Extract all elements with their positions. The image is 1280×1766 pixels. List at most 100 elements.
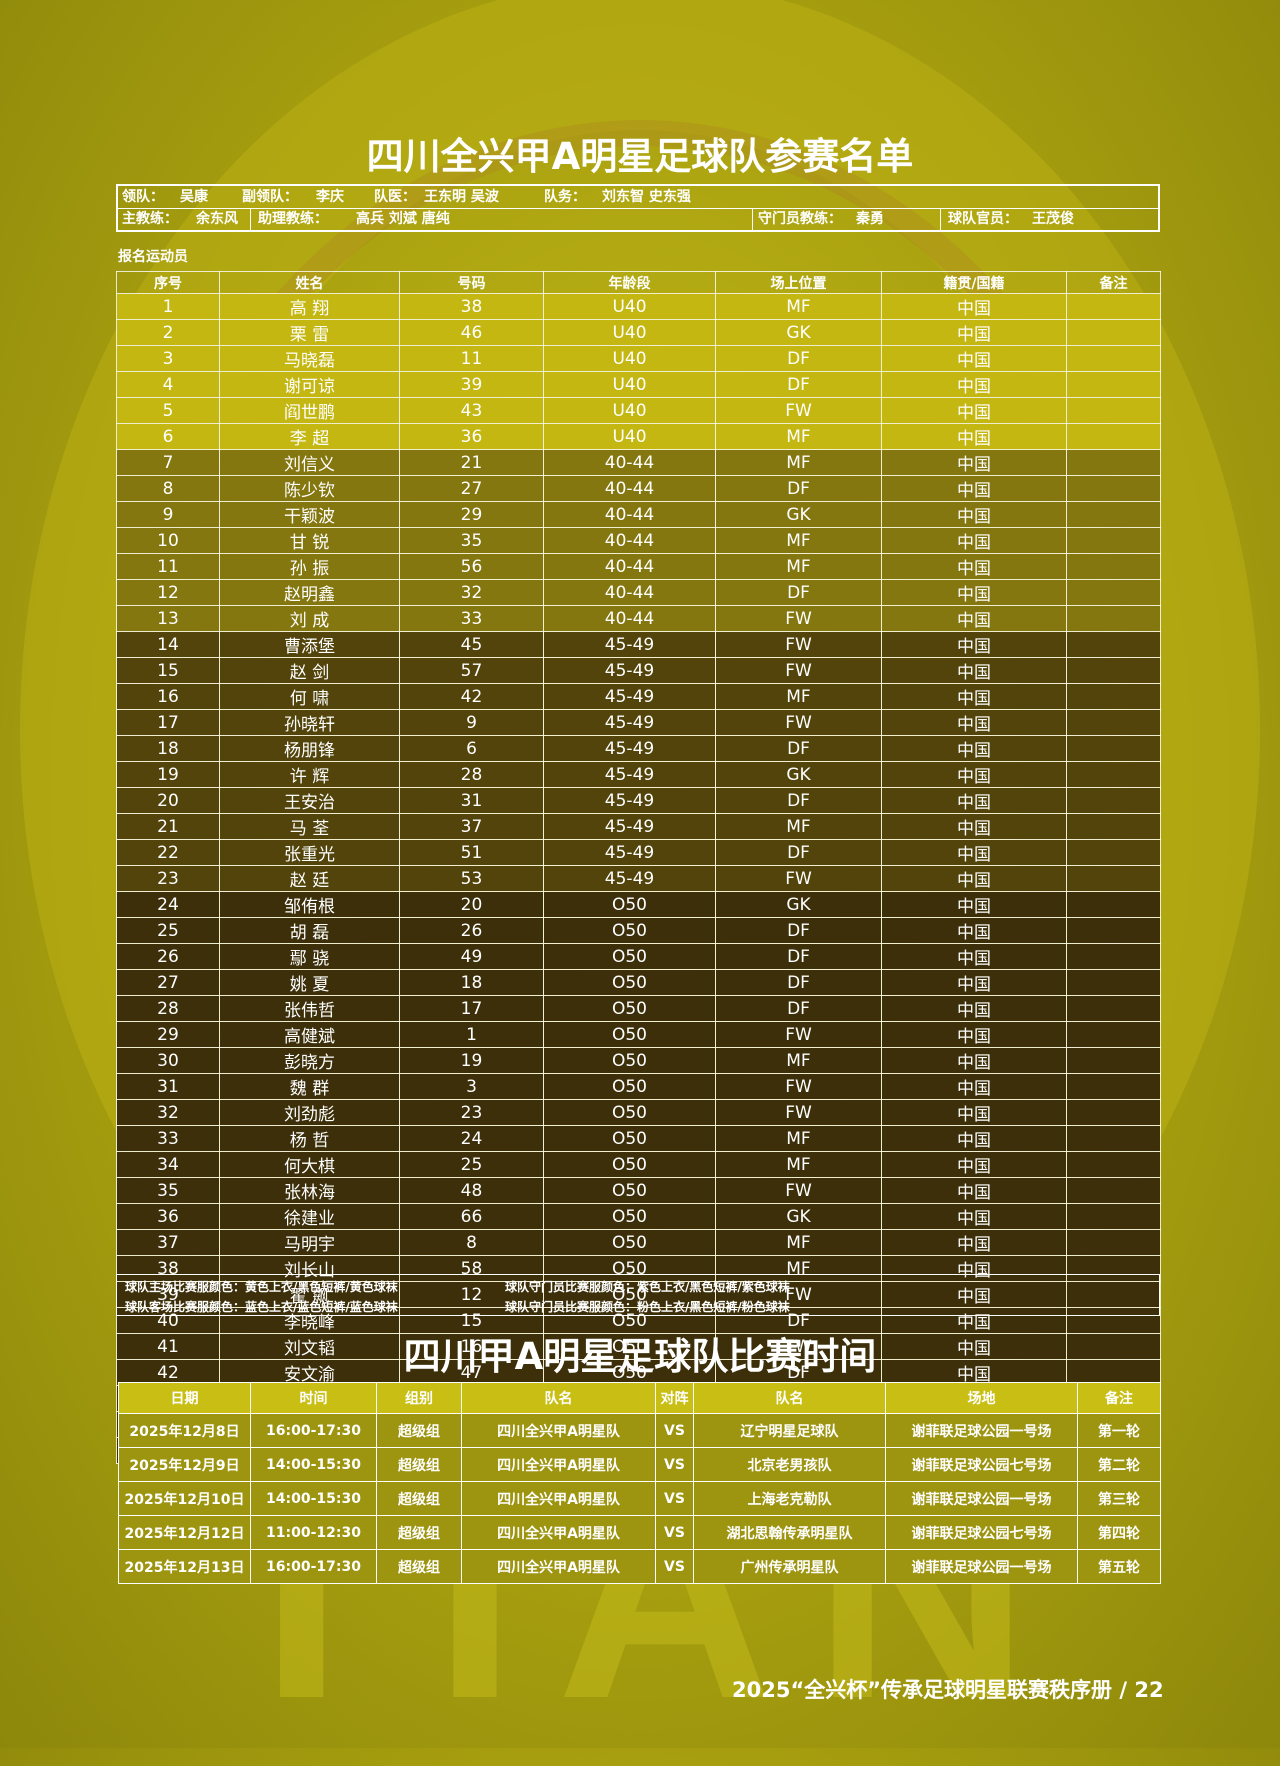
schedule-header-cell: 队名 [693, 1382, 886, 1414]
roster-row: 7 刘信义 21 40-44 MF 中国 [116, 449, 1161, 476]
roster-cell: 中国 [881, 449, 1067, 476]
roster-cell: 34 [116, 1151, 220, 1178]
roster-cell: 15 [399, 1307, 544, 1334]
roster-cell: 刘信义 [219, 449, 400, 476]
roster-cell: 张伟哲 [219, 995, 400, 1022]
roster-cell: FW [715, 1099, 882, 1126]
roster-cell: 31 [116, 1073, 220, 1100]
roster-cell: 45-49 [543, 735, 716, 762]
schedule-title: 四川甲A明星足球队比赛时间 [403, 1335, 877, 1378]
roster-cell: 中国 [881, 1307, 1067, 1334]
roster-cell: FW [715, 1021, 882, 1048]
roster-cell: 38 [116, 1255, 220, 1282]
roster-cell: 王安治 [219, 787, 400, 814]
roster-cell: O50 [543, 943, 716, 970]
roster-cell [1066, 969, 1161, 996]
roster-cell: 中国 [881, 475, 1067, 502]
roster-cell: 中国 [881, 813, 1067, 840]
schedule-header-row: 日期 时间 组别 队名 对阵 队名 场地 备注 [118, 1382, 1161, 1414]
schedule-cell: 上海老克勒队 [693, 1481, 886, 1516]
roster-cell: 中国 [881, 397, 1067, 424]
roster-cell: 中国 [881, 657, 1067, 684]
roster-cell: 1 [399, 1021, 544, 1048]
roster-cell: 56 [399, 553, 544, 580]
roster-cell: FW [715, 1281, 882, 1308]
roster-cell: U40 [543, 319, 716, 346]
roster-cell: 43 [399, 397, 544, 424]
roster-cell [1066, 735, 1161, 762]
roster-cell [1066, 1177, 1161, 1204]
roster-cell: 中国 [881, 865, 1067, 892]
roster-cell: 杨 哲 [219, 1125, 400, 1152]
roster-cell: GK [715, 1203, 882, 1230]
roster-cell: 25 [399, 1151, 544, 1178]
roster-cell: 58 [399, 1255, 544, 1282]
roster-row: 3 马晓磊 11 U40 DF 中国 [116, 345, 1161, 372]
roster-cell: 张重光 [219, 839, 400, 866]
roster-cell: 中国 [881, 1125, 1067, 1152]
roster-cell: O50 [543, 1073, 716, 1100]
roster-cell: 57 [399, 657, 544, 684]
roster-cell: O50 [543, 1203, 716, 1230]
roster-cell: 42 [399, 683, 544, 710]
schedule-cell: 四川全兴甲A明星队 [461, 1447, 656, 1482]
roster-cell: 21 [399, 449, 544, 476]
schedule-header-cell: 时间 [250, 1382, 377, 1414]
schedule-row: 2025年12月9日 14:00-15:30 超级组 四川全兴甲A明星队 VS 北京老男孩… [118, 1447, 1161, 1482]
roster-cell: 中国 [881, 709, 1067, 736]
roster-cell: 11 [116, 553, 220, 580]
home-kit-text: 球队主场比赛服颜色：黄色上衣/黑色短裤/黄色球袜 [125, 1280, 398, 1294]
roster-cell: 许 辉 [219, 761, 400, 788]
roster-cell [1066, 709, 1161, 736]
roster-cell: 9 [116, 501, 220, 528]
head-coach-name: 余东风 [196, 211, 238, 227]
roster-cell: 中国 [881, 1281, 1067, 1308]
roster-cell: 45-49 [543, 631, 716, 658]
gk-coach-label: 守门员教练： [758, 211, 842, 227]
roster-cell: MF [715, 527, 882, 554]
roster-cell: MF [715, 1047, 882, 1074]
gk-coach-name: 秦勇 [856, 211, 884, 227]
roster-cell: 66 [399, 1203, 544, 1230]
roster-cell: 甘 锐 [219, 527, 400, 554]
roster-cell: O50 [543, 891, 716, 918]
roster-cell [1066, 891, 1161, 918]
roster-header-row: 序号 姓名 号码 年龄段 场上位置 籍贯/国籍 备注 [116, 271, 1161, 294]
roster-cell: 马晓磊 [219, 345, 400, 372]
roster-row: 13 刘 成 33 40-44 FW 中国 [116, 605, 1161, 632]
roster-cell: 37 [399, 813, 544, 840]
roster-cell: 30 [116, 1047, 220, 1074]
roster-cell: 3 [116, 345, 220, 372]
staff-divider [940, 208, 941, 230]
roster-cell: O50 [543, 1177, 716, 1204]
roster-cell: DF [715, 735, 882, 762]
roster-cell: 何大棋 [219, 1151, 400, 1178]
roster-cell: 赵 剑 [219, 657, 400, 684]
roster-cell: U40 [543, 371, 716, 398]
roster-row: 24 邹侑根 20 O50 GK 中国 [116, 891, 1161, 918]
roster-cell: 21 [116, 813, 220, 840]
roster-cell: 6 [399, 735, 544, 762]
roster-row: 33 杨 哲 24 O50 MF 中国 [116, 1125, 1161, 1152]
roster-cell: 8 [399, 1229, 544, 1256]
roster-cell: 中国 [881, 683, 1067, 710]
roster-cell: 45-49 [543, 839, 716, 866]
roster-cell: 40-44 [543, 605, 716, 632]
roster-cell: 45-49 [543, 683, 716, 710]
schedule-cell: 第三轮 [1077, 1481, 1161, 1516]
roster-cell: 高健斌 [219, 1021, 400, 1048]
roster-cell: 18 [399, 969, 544, 996]
roster-cell: 51 [399, 839, 544, 866]
roster-cell: 25 [116, 917, 220, 944]
roster-cell: 中国 [881, 787, 1067, 814]
roster-cell: MF [715, 1151, 882, 1178]
section-label: 报名运动员 [118, 249, 188, 265]
roster-cell [1066, 1333, 1161, 1360]
roster-header-cell: 备注 [1066, 271, 1161, 294]
roster-cell: 中国 [881, 1021, 1067, 1048]
schedule-cell: 四川全兴甲A明星队 [461, 1481, 656, 1516]
roster-cell: 赵 廷 [219, 865, 400, 892]
schedule-row: 2025年12月12日 11:00-12:30 超级组 四川全兴甲A明星队 VS 湖北思翰… [118, 1515, 1161, 1550]
roster-cell: 中国 [881, 319, 1067, 346]
